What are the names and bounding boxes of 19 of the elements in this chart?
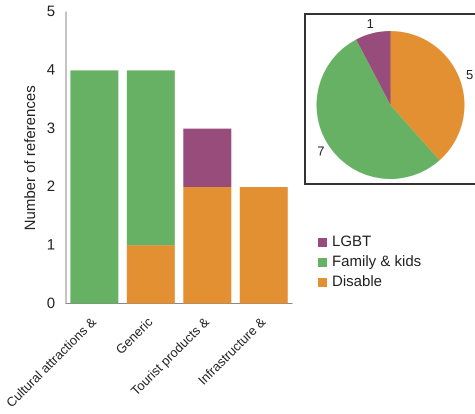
data-label: 5 (466, 67, 474, 82)
bar (70, 70, 118, 304)
bar (240, 186, 288, 304)
y-axis-title: Number of references (22, 85, 39, 230)
y-tick-label: 3 (46, 120, 56, 137)
bar (183, 128, 232, 187)
y-tick-label: 2 (46, 178, 56, 196)
data-label: 7 (317, 144, 324, 159)
legend-label: LGBT (332, 232, 372, 252)
data-label: 1 (366, 16, 374, 31)
bar (126, 245, 175, 304)
y-tick-label: 4 (46, 61, 56, 78)
legend-label: Family & kids (332, 252, 422, 272)
y-tick-label: 5 (46, 3, 56, 20)
legend-label: Disable (332, 272, 382, 292)
y-tick-label: 1 (46, 236, 56, 254)
bar (183, 186, 232, 304)
bar (126, 70, 175, 246)
y-tick-label: 0 (46, 294, 56, 312)
